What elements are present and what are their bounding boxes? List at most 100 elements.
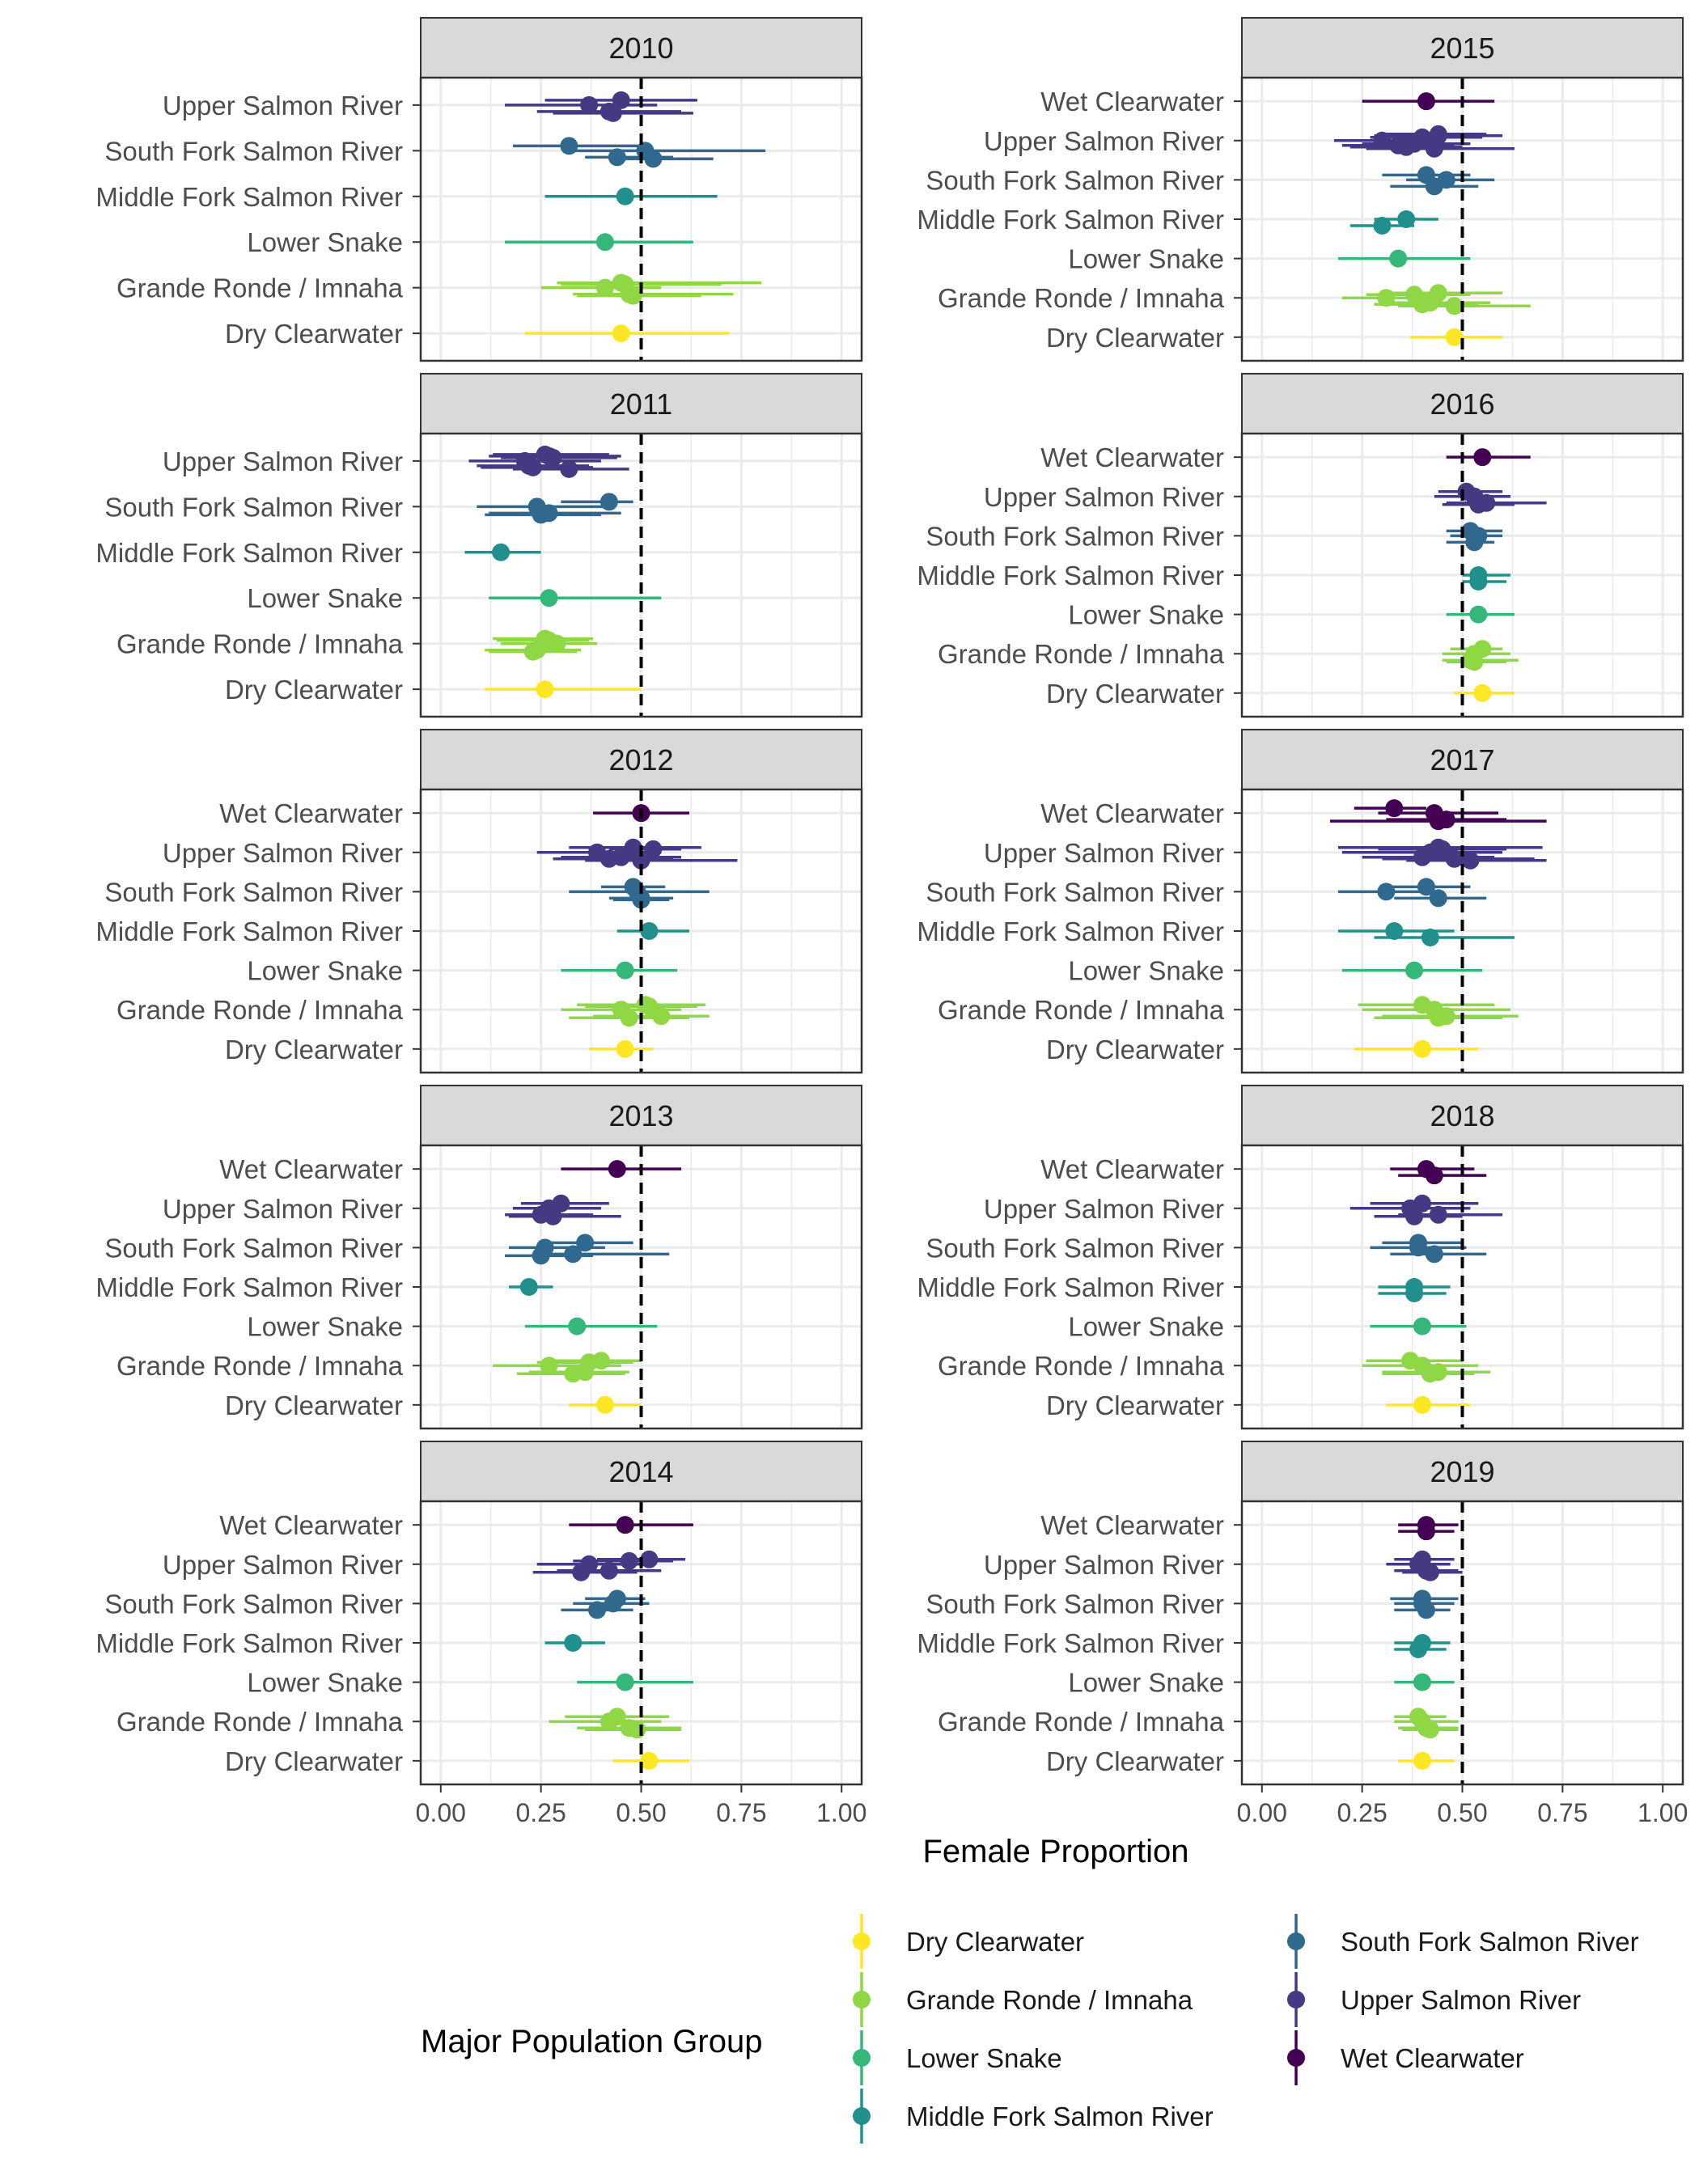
y-label-grande-ronde-imnaha: Grande Ronde / Imnaha [117, 629, 404, 659]
point-upper-salmon-river [1413, 1194, 1431, 1213]
point-upper-salmon-river [1413, 848, 1431, 866]
y-label-south-fork-salmon-river: South Fork Salmon River [926, 1589, 1224, 1619]
point-upper-salmon-river [1405, 1207, 1424, 1225]
point-south-fork-salmon-river [532, 1246, 550, 1265]
point-south-fork-salmon-river [624, 878, 642, 896]
facet-title-2015: 2015 [1430, 32, 1494, 65]
facet-strip-2012 [420, 729, 862, 790]
point-upper-salmon-river [572, 1563, 591, 1581]
point-dry-clearwater [1473, 684, 1492, 702]
point-middle-fork-salmon-river [519, 1278, 538, 1296]
facet-title-2010: 2010 [608, 32, 673, 65]
panel-border-2018 [1240, 1144, 1684, 1430]
y-label-grande-ronde-imnaha: Grande Ronde / Imnaha [117, 1707, 404, 1737]
point-upper-salmon-river [1389, 136, 1408, 154]
legend: Major Population Group Dry Clearwater Gra… [421, 1914, 1639, 2144]
point-middle-fork-salmon-river [1405, 1285, 1424, 1302]
legend-label: Grande Ronde / Imnaha [906, 1985, 1193, 2015]
point-south-fork-salmon-river [532, 506, 550, 524]
x-tick-label: 0.25 [515, 1798, 566, 1827]
y-label-upper-salmon-river: Upper Salmon River [163, 1194, 403, 1224]
point-upper-salmon-river [612, 848, 630, 866]
y-label-grande-ronde-imnaha: Grande Ronde / Imnaha [938, 1707, 1225, 1737]
point-middle-fork-salmon-river [1385, 922, 1404, 940]
legend-key-point [1287, 2049, 1305, 2067]
y-label-south-fork-salmon-river: South Fork Salmon River [104, 492, 403, 522]
point-upper-salmon-river [632, 851, 650, 870]
facet-title-2016: 2016 [1430, 387, 1494, 421]
point-middle-fork-salmon-river [1421, 929, 1439, 946]
legend-key-point [853, 2107, 871, 2125]
y-label-upper-salmon-river: Upper Salmon River [984, 126, 1224, 156]
y-label-upper-salmon-river: Upper Salmon River [984, 482, 1224, 512]
y-label-wet-clearwater: Wet Clearwater [1040, 1510, 1224, 1540]
point-wet-clearwater [1473, 448, 1492, 467]
panel-border-2012 [419, 788, 863, 1074]
point-grande-ronde-imnaha [620, 1009, 638, 1027]
facet-strip-2015 [1241, 17, 1684, 78]
point-lower-snake [568, 1317, 587, 1335]
legend-title: Major Population Group [421, 2024, 762, 2059]
point-south-fork-salmon-river [600, 493, 618, 511]
point-grande-ronde-imnaha [540, 1357, 558, 1375]
point-south-fork-salmon-river [632, 891, 650, 909]
legend-item-lower-snake: Lower Snake [853, 2030, 1062, 2085]
y-label-wet-clearwater: Wet Clearwater [219, 1510, 403, 1540]
facet-title-2013: 2013 [608, 1099, 673, 1132]
x-tick-label: 0.75 [1537, 1798, 1587, 1827]
y-label-lower-snake: Lower Snake [1068, 1668, 1224, 1698]
point-upper-salmon-river [580, 95, 599, 114]
point-upper-salmon-river [1425, 139, 1443, 158]
point-grande-ronde-imnaha [1405, 286, 1424, 304]
legend-label: Upper Salmon River [1341, 1985, 1581, 2015]
point-dry-clearwater [616, 1039, 634, 1058]
point-lower-snake [1413, 1317, 1431, 1335]
facet-2011: 2011 Upper Salmon River South Fork Salmon … [95, 373, 863, 718]
y-label-grande-ronde-imnaha: Grande Ronde / Imnaha [117, 273, 404, 303]
legend-item-wet-clearwater: Wet Clearwater [1287, 2030, 1524, 2085]
y-label-south-fork-salmon-river: South Fork Salmon River [926, 877, 1224, 907]
point-grande-ronde-imnaha [1421, 1721, 1439, 1739]
x-tick-label: 0.00 [1237, 1798, 1287, 1827]
y-label-lower-snake: Lower Snake [247, 1668, 403, 1698]
point-upper-salmon-river [536, 445, 554, 463]
facet-2010: 2010 Upper Salmon River South Fork Salmon … [95, 17, 863, 362]
point-middle-fork-salmon-river [1409, 1640, 1427, 1658]
point-lower-snake [616, 1673, 634, 1691]
y-label-middle-fork-salmon-river: Middle Fork Salmon River [917, 1628, 1224, 1658]
point-upper-salmon-river [519, 456, 538, 475]
point-lower-snake [1389, 249, 1408, 268]
legend-item-dry-clearwater: Dry Clearwater [853, 1914, 1084, 1969]
point-upper-salmon-river [1405, 134, 1424, 153]
point-grande-ronde-imnaha [1465, 653, 1484, 671]
point-grande-ronde-imnaha [1401, 1352, 1420, 1370]
y-label-south-fork-salmon-river: South Fork Salmon River [104, 1233, 403, 1263]
facet-strip-2016 [1241, 373, 1684, 434]
y-label-south-fork-salmon-river: South Fork Salmon River [104, 877, 403, 907]
legend-item-middle-fork-salmon-river: Middle Fork Salmon River [853, 2089, 1214, 2144]
y-label-lower-snake: Lower Snake [247, 1312, 403, 1342]
point-grande-ronde-imnaha [1473, 640, 1492, 658]
point-south-fork-salmon-river [1377, 882, 1396, 901]
y-label-grande-ronde-imnaha: Grande Ronde / Imnaha [117, 995, 404, 1025]
point-upper-salmon-river [1445, 849, 1464, 868]
y-label-upper-salmon-river: Upper Salmon River [984, 1194, 1224, 1224]
point-south-fork-salmon-river [588, 1601, 606, 1619]
legend-item-south-fork-salmon-river: South Fork Salmon River [1287, 1914, 1639, 1969]
point-grande-ronde-imnaha [616, 275, 634, 294]
point-south-fork-salmon-river [1409, 1234, 1427, 1252]
point-wet-clearwater [608, 1160, 626, 1179]
point-lower-snake [595, 233, 614, 252]
point-grande-ronde-imnaha [628, 1721, 646, 1739]
y-label-middle-fork-salmon-river: Middle Fork Salmon River [917, 916, 1224, 946]
facet-title-2019: 2019 [1430, 1455, 1494, 1488]
y-label-dry-clearwater: Dry Clearwater [225, 1746, 403, 1776]
point-south-fork-salmon-river [1417, 166, 1435, 184]
point-south-fork-salmon-river [564, 1245, 583, 1263]
legend-label: South Fork Salmon River [1341, 1927, 1639, 1957]
x-axis-title: Female Proportion [922, 1834, 1188, 1869]
point-dry-clearwater [640, 1751, 659, 1770]
legend-label: Dry Clearwater [906, 1927, 1084, 1957]
point-south-fork-salmon-river [1429, 889, 1447, 908]
